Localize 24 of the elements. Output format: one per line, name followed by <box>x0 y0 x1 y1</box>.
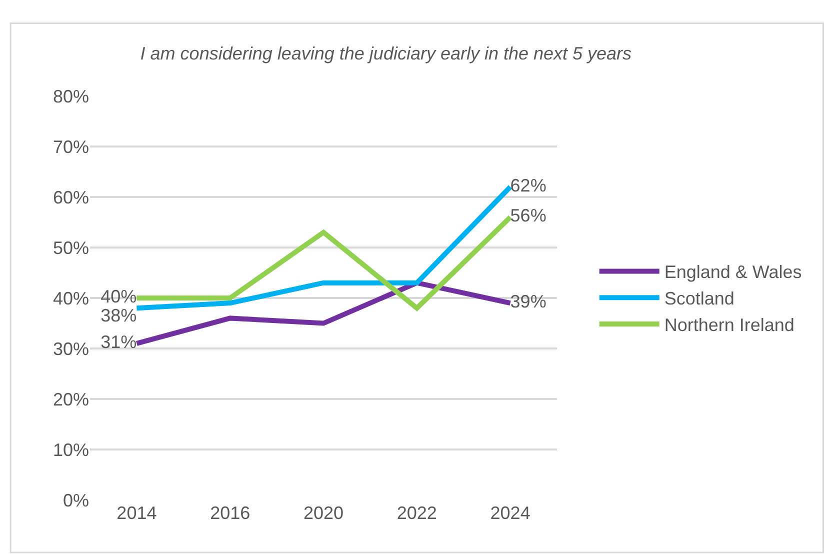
y-tick-label: 80% <box>52 86 89 106</box>
data-label: 40% <box>100 286 137 306</box>
y-tick-label: 50% <box>52 238 89 258</box>
y-tick-label: 0% <box>62 490 89 510</box>
y-tick-label: 40% <box>52 288 89 308</box>
legend-label: England & Wales <box>664 262 802 282</box>
x-tick-label: 2024 <box>490 503 530 523</box>
data-label: 39% <box>510 292 546 312</box>
x-tick-label: 2014 <box>116 503 157 523</box>
y-tick-label: 70% <box>52 136 89 157</box>
x-tick-label: 2016 <box>210 503 250 523</box>
x-tick-label: 2020 <box>303 503 344 523</box>
legend-label: Northern Ireland <box>664 315 794 336</box>
data-label: 62% <box>510 175 546 196</box>
x-tick-label: 2022 <box>396 503 437 523</box>
data-label: 31% <box>100 332 137 352</box>
y-tick-label: 20% <box>52 389 89 410</box>
legend-label: Scotland <box>664 288 734 309</box>
data-label: 38% <box>100 306 137 326</box>
y-tick-label: 10% <box>52 440 89 460</box>
data-label: 56% <box>510 206 546 226</box>
y-tick-label: 30% <box>52 338 89 359</box>
y-tick-label: 60% <box>52 187 89 208</box>
chart-title: I am considering leaving the judiciary early in the next 5 years <box>140 44 632 64</box>
